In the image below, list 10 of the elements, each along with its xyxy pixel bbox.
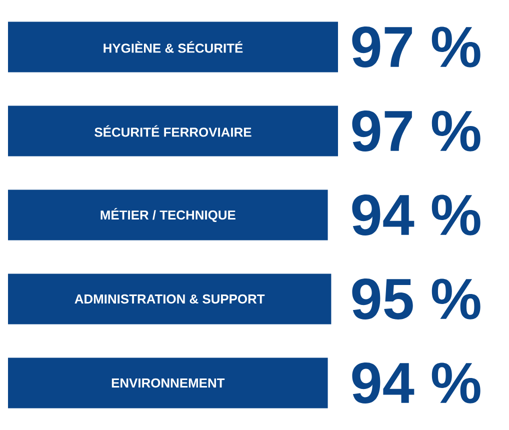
y-tick-label: MÉTIER / TECHNIQUE xyxy=(100,208,236,222)
y-tick-label: ADMINISTRATION & SUPPORT xyxy=(74,294,265,304)
data-label: 94 % xyxy=(352,194,480,236)
y-tick-label: SÉCURITÉ FERROVIAIRE xyxy=(94,125,252,137)
y-tick-label: HYGIÈNE & SÉCURITÉ xyxy=(104,41,243,53)
data-label: 97 % xyxy=(352,26,480,68)
data-label: 97 % xyxy=(352,110,480,152)
data-label: 94 % xyxy=(352,362,480,404)
y-tick-label: ENVIRONNEMENT xyxy=(112,378,225,388)
data-label: 95 % xyxy=(352,278,480,320)
